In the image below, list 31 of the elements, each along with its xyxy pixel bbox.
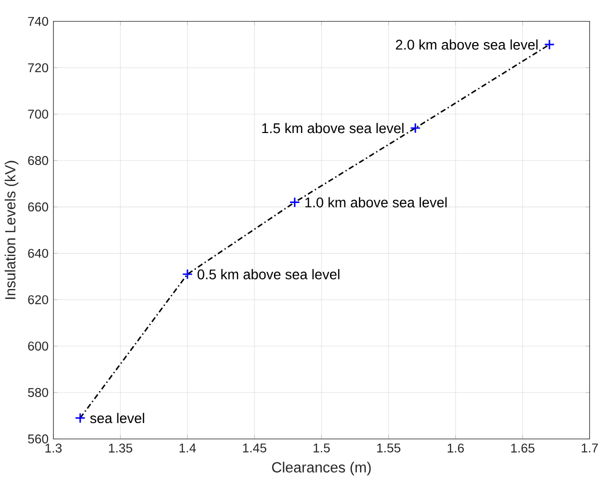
point bbox=[74, 412, 86, 424]
x-tick-label: 1.35 bbox=[109, 444, 132, 453]
x-tick-label: 1.7 bbox=[582, 444, 598, 452]
y-tick-label: 580 bbox=[28, 388, 48, 398]
point bbox=[182, 268, 193, 280]
point bbox=[289, 196, 300, 208]
x-tick-label: 1.5 bbox=[314, 444, 330, 452]
annotation: 2.0 km above sea level bbox=[396, 39, 538, 50]
point bbox=[544, 39, 555, 50]
x-tick-label: 1.45 bbox=[243, 444, 266, 452]
x-tick-label: 1.65 bbox=[511, 444, 534, 453]
x-axis-title: Clearances (m) bbox=[272, 462, 371, 476]
y-tick-label: 660 bbox=[28, 202, 48, 212]
point bbox=[410, 122, 421, 134]
y-tick-label: 740 bbox=[28, 16, 48, 26]
y-tick-label: 620 bbox=[28, 295, 48, 304]
x-tick-label: 1.4 bbox=[180, 444, 196, 452]
y-axis-title: Insulation Levels (kV) bbox=[4, 160, 18, 299]
x-tick-label: 1.3 bbox=[46, 444, 62, 453]
annotation: 1.0 km above sea level bbox=[305, 197, 447, 208]
annotation: 0.5 km above sea level bbox=[198, 269, 340, 280]
x-tick-label: 1.6 bbox=[448, 444, 464, 453]
y-tick-label: 560 bbox=[28, 434, 48, 444]
y-tick-label: 640 bbox=[28, 248, 48, 258]
annotation: 1.5 km above sea level bbox=[262, 122, 404, 134]
y-tick-label: 720 bbox=[28, 63, 48, 72]
annotation: sea level bbox=[90, 412, 144, 424]
y-tick-label: 600 bbox=[28, 342, 48, 351]
y-tick-label: 680 bbox=[28, 156, 48, 166]
x-tick-label: 1.55 bbox=[377, 444, 400, 452]
y-tick-label: 700 bbox=[28, 110, 48, 119]
